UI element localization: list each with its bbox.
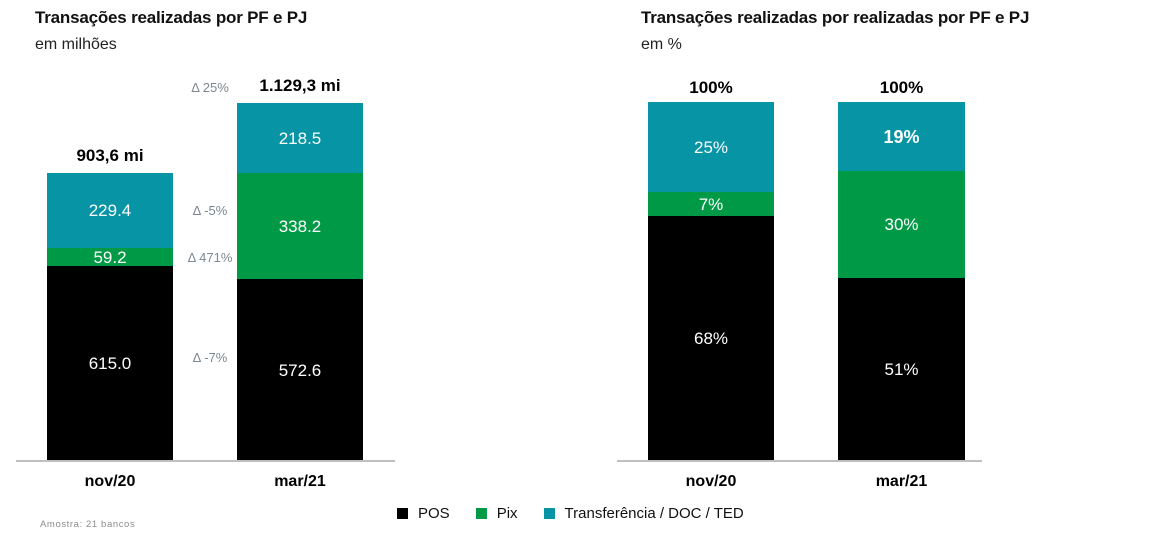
total-label-mar21-percent: 100% — [879, 78, 924, 97]
x-axis-percent — [617, 460, 982, 462]
legend-label-transferencia: Transferência / DOC / TED — [564, 505, 744, 522]
chart-percent-subtitle: em % — [641, 36, 682, 53]
legend-item-transferencia: Transferência / DOC / TED — [543, 505, 744, 522]
category-label-mar21-millions: mar/21 — [274, 473, 326, 490]
category-label-nov20-percent: nov/20 — [685, 473, 737, 490]
delta-pix: Δ 471% — [187, 250, 233, 265]
bar-segment-nov20-pix: 59.2 — [47, 248, 173, 266]
bar-segment-nov20-transferencia: 229.4 — [47, 173, 173, 248]
x-axis-millions — [16, 460, 395, 462]
bar-segment-nov20-pos-pct: 68% — [648, 216, 774, 460]
legend-label-pos: POS — [418, 505, 450, 522]
transferencia-swatch-icon — [543, 508, 555, 519]
delta-pos: Δ -7% — [192, 350, 228, 365]
legend: POS Pix Transferência / DOC / TED — [397, 505, 744, 522]
bar-segment-nov20-pix-pct: 7% — [648, 192, 774, 216]
legend-label-pix: Pix — [496, 505, 518, 522]
legend-item-pos: POS — [397, 505, 450, 522]
category-label-nov20-millions: nov/20 — [84, 473, 136, 490]
delta-transferencia: Δ -5% — [192, 203, 228, 218]
legend-item-pix: Pix — [475, 505, 518, 522]
bar-segment-nov20-transferencia-pct: 25% — [648, 102, 774, 192]
bar-segment-mar21-pos: 572.6 — [237, 279, 363, 461]
bar-segment-mar21-pos-pct: 51% — [838, 278, 965, 460]
pos-swatch-icon — [397, 508, 408, 519]
category-label-mar21-percent: mar/21 — [875, 473, 928, 490]
bar-segment-mar21-transferencia-pct: 19% — [838, 102, 965, 171]
chart-millions-title: Transações realizadas por PF e PJ — [35, 8, 308, 27]
delta-total: Δ 25% — [191, 80, 229, 95]
total-label-nov20-percent: 100% — [689, 78, 733, 97]
bar-segment-mar21-pix: 338.2 — [237, 173, 363, 279]
bar-segment-mar21-transferencia: 218.5 — [237, 103, 363, 173]
bar-segment-nov20-pos: 615.0 — [47, 266, 173, 461]
total-label-nov20-millions: 903,6 mi — [76, 146, 144, 165]
bar-segment-mar21-pix-pct: 30% — [838, 171, 965, 278]
pix-swatch-icon — [475, 508, 487, 519]
chart-percent-title: Transações realizadas por realizadas por… — [641, 8, 1030, 27]
chart-millions-subtitle: em milhões — [35, 36, 117, 53]
total-label-mar21-millions: 1.129,3 mi — [259, 76, 341, 95]
sample-footnote: Amostra: 21 bancos — [40, 519, 136, 530]
